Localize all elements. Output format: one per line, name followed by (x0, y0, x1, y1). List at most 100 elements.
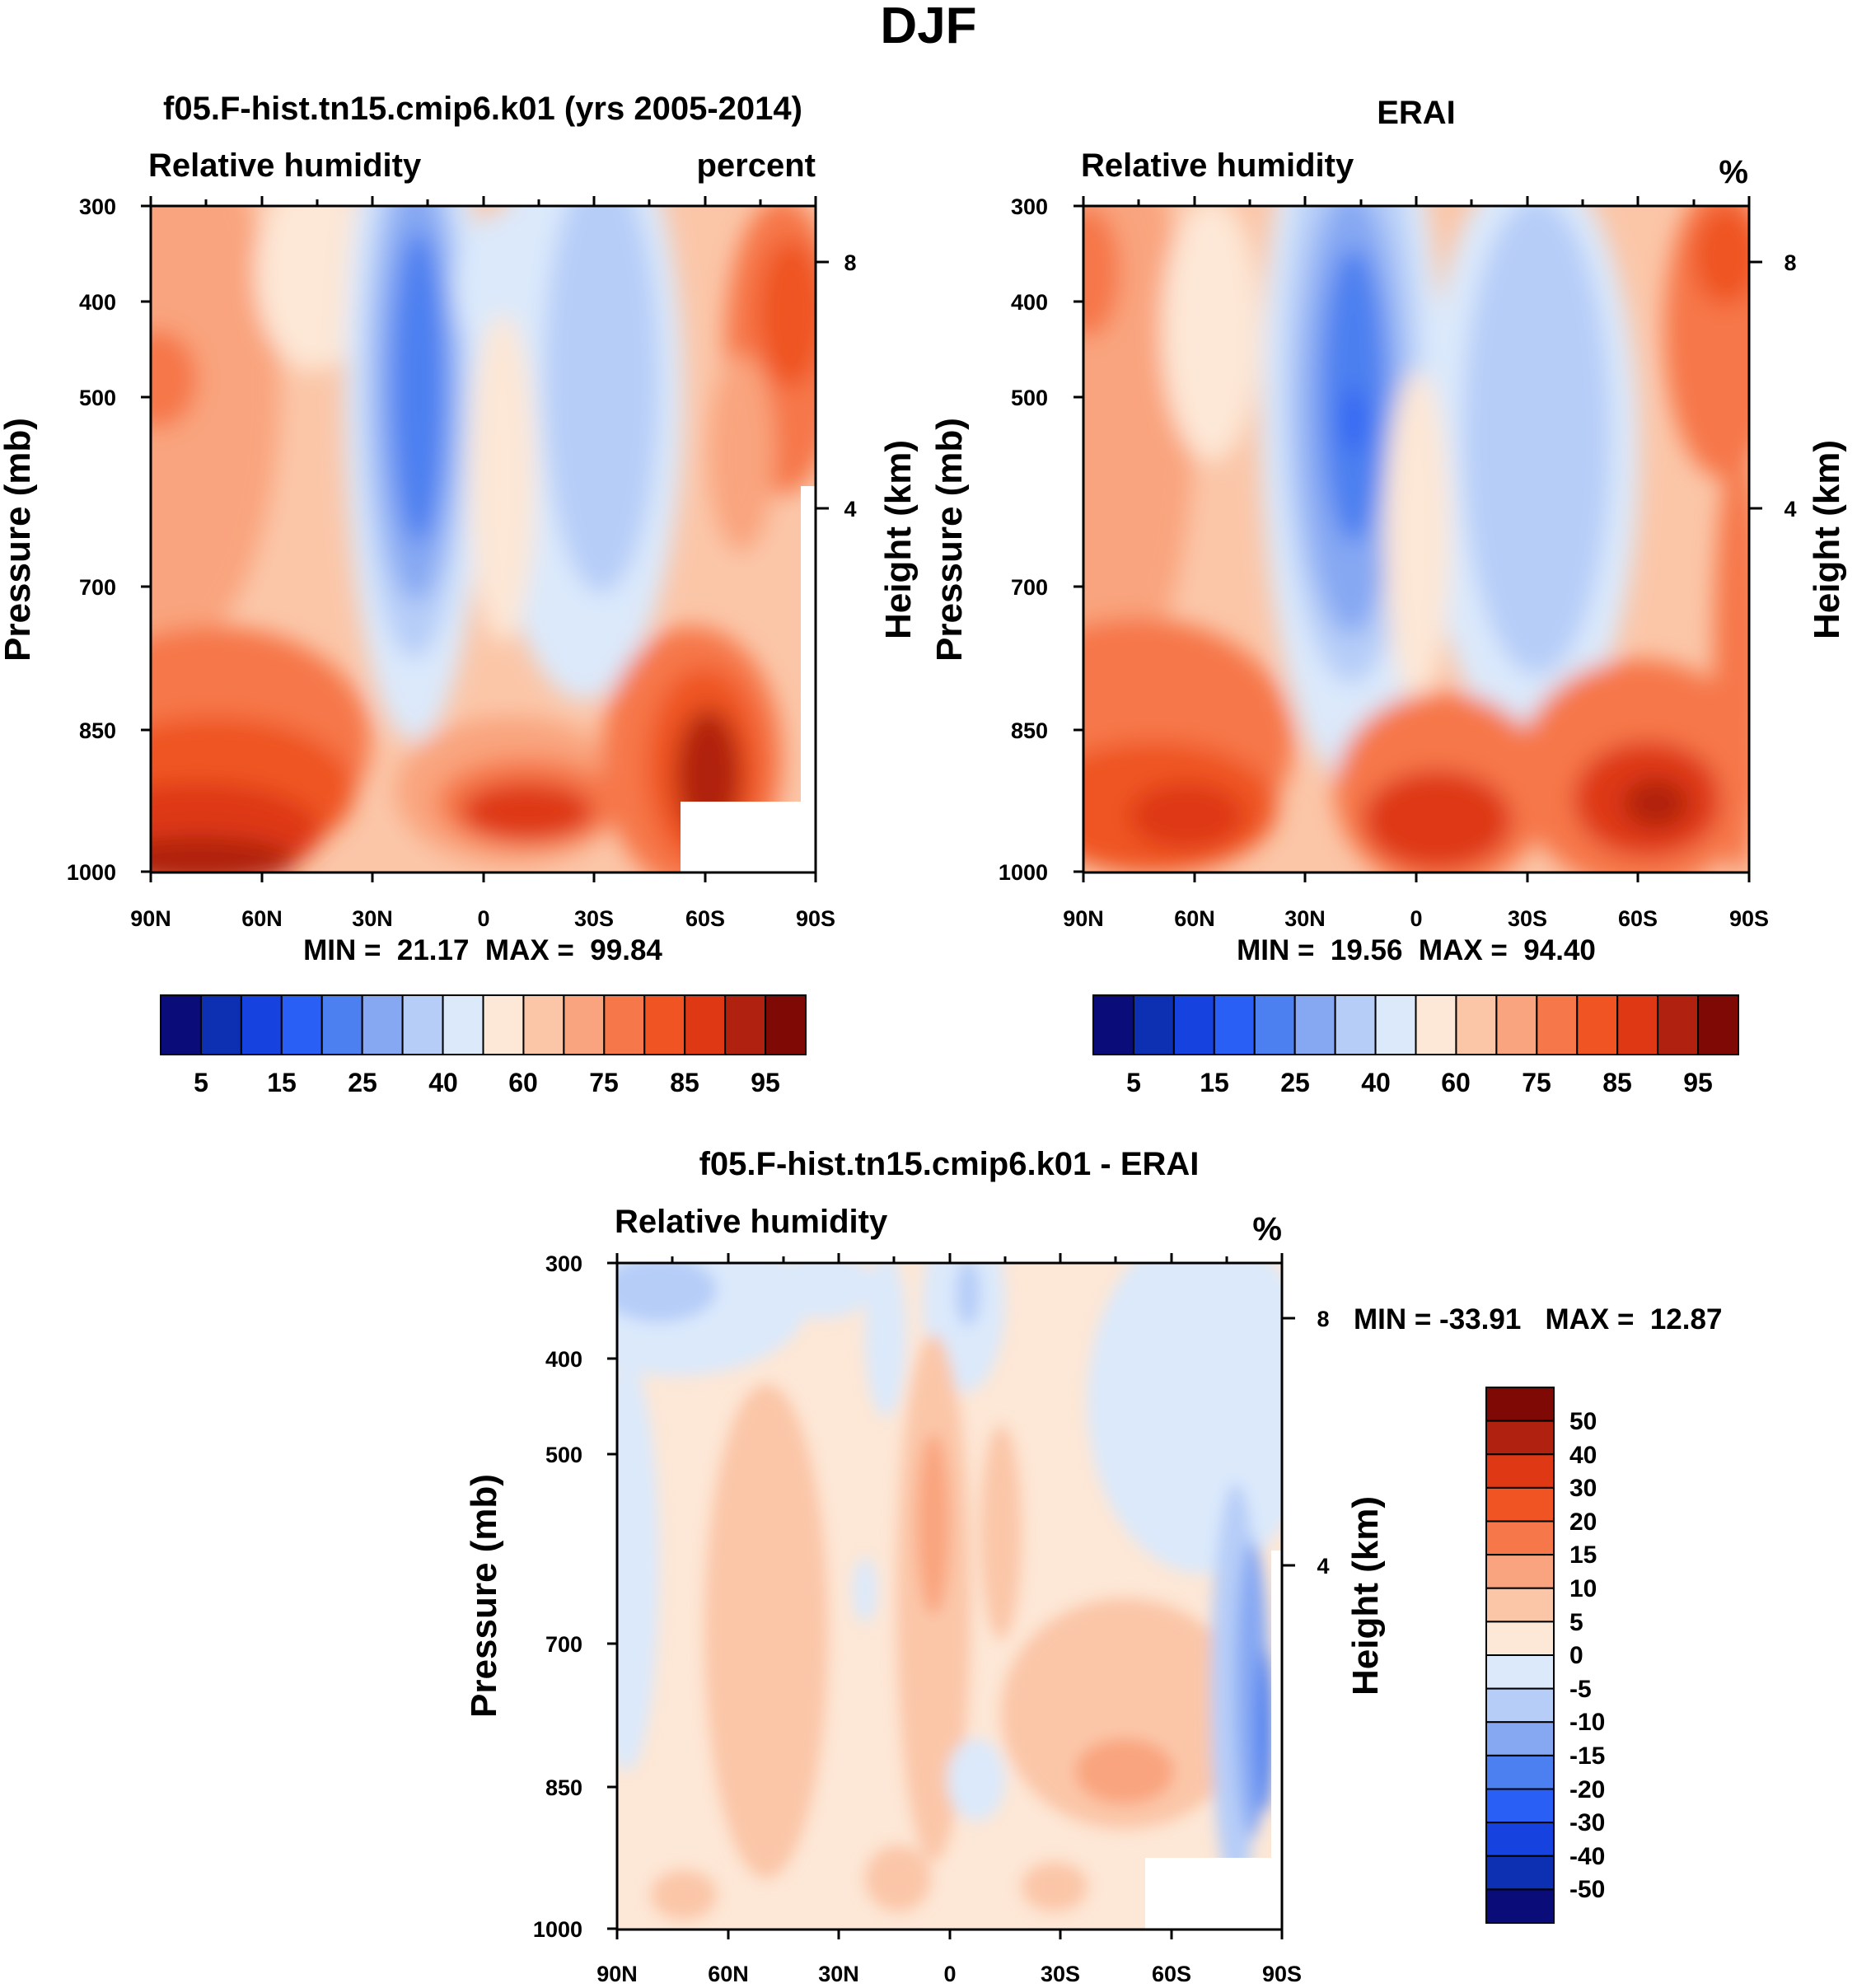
x-tick-label: 60N (1174, 906, 1215, 931)
x-tick-label: 0 (1410, 906, 1422, 931)
x-tick-label: 30S (574, 906, 614, 931)
colorbar-label: -5 (1569, 1676, 1592, 1703)
colorbar-swatch (1092, 994, 1134, 1055)
y-tick-label: 1000 (533, 1917, 582, 1942)
height-tick-label: 4 (1317, 1554, 1329, 1579)
x-tick-label: 90S (1729, 906, 1769, 931)
colorbar-label: 25 (348, 1068, 377, 1097)
colorbar-swatch (320, 994, 363, 1055)
units-label: % (1719, 154, 1748, 190)
colorbar-swatch (1485, 1888, 1555, 1924)
figure-title: DJF (880, 0, 976, 54)
variable-label: Relative humidity (148, 147, 422, 184)
colorbar-swatch (1485, 1387, 1555, 1422)
x-tick-label: 90N (1063, 906, 1104, 931)
x-tick-label: 60N (241, 906, 283, 931)
colorbar-swatch (1334, 994, 1377, 1055)
height-tick-label: 4 (1784, 497, 1796, 522)
colorbar-label: 75 (1522, 1068, 1551, 1097)
colorbar-swatch (1485, 1654, 1555, 1690)
x-tick-label: 90N (596, 1962, 638, 1986)
x-tick-label: 60S (1618, 906, 1658, 931)
units-label: % (1252, 1211, 1282, 1247)
colorbar-label: 75 (589, 1068, 619, 1097)
colorbar-label: -30 (1569, 1809, 1605, 1836)
right-axis: 8 4 (816, 250, 857, 522)
colorbar-swatch (240, 994, 283, 1055)
colorbar-swatch (1374, 994, 1417, 1055)
colorbar-label: 85 (1602, 1068, 1632, 1097)
y-tick-label: 850 (1011, 718, 1048, 743)
colorbar-swatch (1485, 1420, 1555, 1456)
colorbar-swatch (1485, 1855, 1555, 1891)
colorbar: 50 40 30 20 15 10 5 0 -5 -10 -15 -20 -30… (1485, 1387, 1605, 1924)
colorbar-swatch (643, 994, 686, 1055)
x-tick-label: 60S (685, 906, 725, 931)
x-tick-label: 0 (943, 1962, 956, 1986)
colorbar-label: 85 (670, 1068, 699, 1097)
colorbar: 5 15 25 40 60 75 85 95 (160, 994, 807, 1097)
colorbar-swatch (442, 994, 484, 1055)
colorbar-label: -15 (1569, 1742, 1605, 1770)
variable-label: Relative humidity (615, 1204, 888, 1240)
colorbar-swatch (1172, 994, 1215, 1055)
y-tick-label: 700 (1011, 575, 1048, 600)
y-tick-label: 400 (1011, 290, 1048, 315)
height-tick-label: 8 (1317, 1307, 1329, 1331)
colorbar-label: 95 (1683, 1068, 1713, 1097)
colorbar-swatch (684, 994, 727, 1055)
colorbar-swatch (765, 994, 807, 1055)
panel-difference: f05.F-hist.tn15.cmip6.k01 - ERAI Relativ… (464, 1146, 1722, 1986)
x-tick-label: 30S (1508, 906, 1547, 931)
y-tick-label: 850 (545, 1775, 582, 1800)
y-tick-label: 1000 (67, 860, 116, 885)
colorbar-label: 30 (1569, 1475, 1597, 1502)
colorbar-label: 60 (1441, 1068, 1471, 1097)
y-tick-label: 700 (79, 575, 116, 600)
colorbar-swatch (1536, 994, 1579, 1055)
panel-erai: ERAI Relative humidity % (929, 95, 1847, 1097)
colorbar-swatch (160, 994, 202, 1055)
variable-label: Relative humidity (1081, 147, 1354, 184)
colorbar-swatch (1485, 1687, 1555, 1724)
colorbar-swatch (1495, 994, 1538, 1055)
panel-model: f05.F-hist.tn15.cmip6.k01 (yrs 2005-2014… (0, 91, 919, 1097)
x-tick-label: 30S (1041, 1962, 1080, 1986)
x-axis: 90N 60N 30N 0 30S 60S 90S (130, 196, 835, 931)
x-tick-label: 90N (130, 906, 171, 931)
colorbar-label: 40 (1569, 1442, 1597, 1469)
y-tick-label: 500 (79, 386, 116, 410)
colorbar-swatch (1213, 994, 1256, 1055)
height-tick-label: 8 (1784, 250, 1796, 275)
colorbar-label: 50 (1569, 1408, 1597, 1435)
colorbar-swatch (1253, 994, 1296, 1055)
contour-field (1083, 206, 1749, 872)
y-axis-title: Pressure (mb) (0, 418, 38, 662)
colorbar-swatch (1415, 994, 1457, 1055)
height-tick-label: 8 (844, 250, 856, 275)
colorbar-swatch (1485, 1621, 1555, 1656)
colorbar-label: 0 (1569, 1642, 1583, 1669)
y-tick-label: 700 (545, 1632, 582, 1657)
colorbar-label: 15 (267, 1068, 297, 1097)
colorbar: 5 15 25 40 60 75 85 95 (1092, 994, 1739, 1097)
x-tick-label: 90S (796, 906, 835, 931)
colorbar-label: 40 (428, 1068, 458, 1097)
colorbar-swatch (1485, 1754, 1555, 1790)
right-axis-title: Height (km) (1345, 1496, 1386, 1696)
min-max-label: MIN = 19.56 MAX = 94.40 (1237, 934, 1596, 966)
x-tick-label: 60N (708, 1962, 749, 1986)
colorbar-label: -40 (1569, 1843, 1605, 1870)
right-axis: 8 4 (1282, 1307, 1330, 1579)
y-tick-label: 300 (545, 1251, 582, 1276)
colorbar-label: 20 (1569, 1509, 1597, 1536)
colorbar-label: 95 (751, 1068, 780, 1097)
colorbar-swatch (1485, 1587, 1555, 1623)
y-tick-label: 850 (79, 718, 116, 743)
height-tick-label: 4 (844, 497, 856, 522)
min-max-label: MIN = 21.17 MAX = 99.84 (303, 934, 662, 966)
y-tick-label: 500 (545, 1443, 582, 1467)
x-axis: 90N 60N 30N 0 30S 60S 90S (1063, 196, 1769, 931)
colorbar-label: 5 (1126, 1068, 1141, 1097)
